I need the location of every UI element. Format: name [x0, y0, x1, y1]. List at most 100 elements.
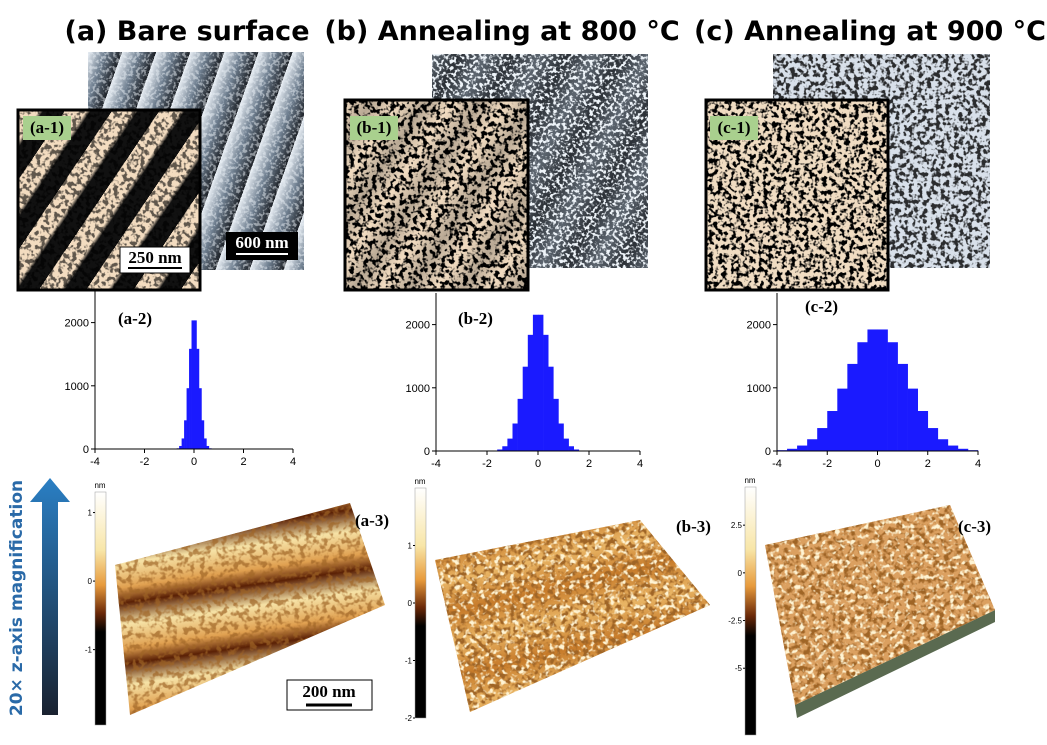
histogram-bar [847, 364, 857, 451]
colorbar [415, 488, 426, 718]
histogram-bar [558, 424, 563, 451]
colorbar-unit: nm [744, 476, 755, 485]
histogram-bar [888, 342, 898, 451]
histogram-bar [857, 342, 867, 451]
histogram-bar [569, 446, 574, 451]
chart-label: (a-2) [118, 309, 152, 328]
surface-label: (c-3) [958, 517, 991, 536]
colorbar-tick-label: -1 [85, 646, 93, 655]
histogram-bar [548, 367, 553, 451]
colorbar [95, 492, 106, 725]
x-tick-label: 0 [535, 458, 541, 470]
histogram-bar [878, 329, 888, 451]
scale-text: 200 nm [302, 682, 355, 701]
histogram-bar [908, 389, 918, 451]
colorbar-tick-label: 0 [408, 599, 413, 608]
x-tick-label: 4 [637, 458, 643, 470]
surface-texture [435, 520, 710, 712]
x-tick-label: 2 [586, 458, 592, 470]
colorbar-tick-label: 0 [88, 577, 93, 586]
colorbar-tick-label: -1 [405, 657, 413, 666]
histogram-bar [867, 329, 877, 451]
histogram-bar [827, 411, 837, 451]
histogram-bar [201, 420, 204, 449]
y-tick-label: 0 [765, 446, 771, 458]
x-tick-label: -4 [90, 456, 100, 468]
histogram-bar [938, 439, 948, 451]
colorbar [745, 487, 756, 735]
y-tick-label: 0 [83, 444, 89, 456]
histogram-bar [187, 388, 190, 449]
surface-label: (a-3) [355, 511, 389, 530]
histogram-bar [518, 399, 523, 451]
panel-title: (a) Bare surface [64, 16, 309, 47]
y-tick-label: 1000 [65, 381, 89, 393]
image-group: (c-1) [706, 54, 990, 290]
panel-title: (c) Annealing at 900 °C [694, 16, 1046, 47]
histogram-bar [196, 349, 199, 449]
histogram-bar [502, 446, 507, 451]
histogram-bar [189, 349, 192, 449]
colorbar-tick-label: -2 [405, 714, 413, 723]
arrow [30, 478, 70, 715]
histogram-bar [553, 399, 558, 451]
histogram-bar [918, 411, 928, 451]
histogram-bar [948, 446, 958, 451]
histogram-bar [204, 438, 207, 449]
image-group: (b-1) [345, 54, 648, 290]
histogram-bar [928, 428, 938, 451]
histogram-bar [199, 388, 202, 449]
colorbar-tick-label: 0 [738, 569, 743, 578]
x-tick-label: -4 [431, 458, 441, 470]
colorbar-tick-label: 2.5 [731, 521, 743, 530]
colorbar-unit: nm [94, 481, 105, 490]
y-tick-label: 1000 [747, 383, 771, 395]
histogram-bar [898, 364, 908, 451]
x-tick-label: 2 [925, 458, 931, 470]
histogram-bar [817, 428, 827, 451]
chart-label: (c-2) [805, 297, 838, 316]
histogram-bar [797, 446, 807, 451]
y-tick-label: 0 [424, 446, 430, 458]
colorbar-tick-label: 1 [408, 542, 413, 551]
colorbar-tick-label: -2.5 [728, 617, 742, 626]
y-tick-label: 2000 [747, 320, 771, 332]
colorbar-unit: nm [414, 477, 425, 486]
x-tick-label: -2 [482, 458, 492, 470]
surface-label: (b-3) [676, 517, 711, 536]
histogram-bar [523, 367, 528, 451]
image-label: (b-1) [357, 118, 392, 137]
surface-group: (a-3) (b-3) (c-3) [115, 503, 995, 718]
chart-label: (b-2) [458, 309, 493, 328]
side-label: 20× z-axis magnification [7, 480, 27, 716]
histogram-bar [564, 439, 569, 451]
x-tick-label: 0 [874, 458, 880, 470]
x-tick-label: -2 [140, 456, 150, 468]
y-tick-label: 2000 [406, 320, 430, 332]
scale-text: 600 nm [235, 233, 288, 252]
colorbar-tick-label: -5 [735, 664, 743, 673]
histogram-bar [194, 320, 197, 449]
y-tick-label: 2000 [65, 318, 89, 330]
x-tick-label: -2 [822, 458, 832, 470]
x-tick-label: 4 [290, 456, 296, 468]
histogram-bar [513, 424, 518, 451]
histogram-bar [807, 439, 817, 451]
histogram-bar [182, 438, 185, 449]
histogram-bar [538, 315, 543, 451]
panel-title: (b) Annealing at 800 °C [324, 16, 679, 47]
histogram-bar [184, 420, 187, 449]
x-tick-label: 4 [975, 458, 981, 470]
histogram-bar [192, 320, 195, 449]
image-label: (c-1) [717, 118, 750, 137]
histogram-bar [543, 335, 548, 451]
figure: (a) Bare surface (b) Annealing at 800 °C… [0, 0, 1047, 745]
image-label: (a-1) [30, 118, 64, 137]
histogram-bar [528, 335, 533, 451]
x-tick-label: 2 [240, 456, 246, 468]
image-group: (a-1) 250 nm 600 nm [18, 52, 304, 290]
histogram-bar [837, 389, 847, 451]
scale-text: 250 nm [128, 248, 181, 267]
y-tick-label: 1000 [406, 383, 430, 395]
colorbar-tick-label: 1 [88, 509, 93, 518]
